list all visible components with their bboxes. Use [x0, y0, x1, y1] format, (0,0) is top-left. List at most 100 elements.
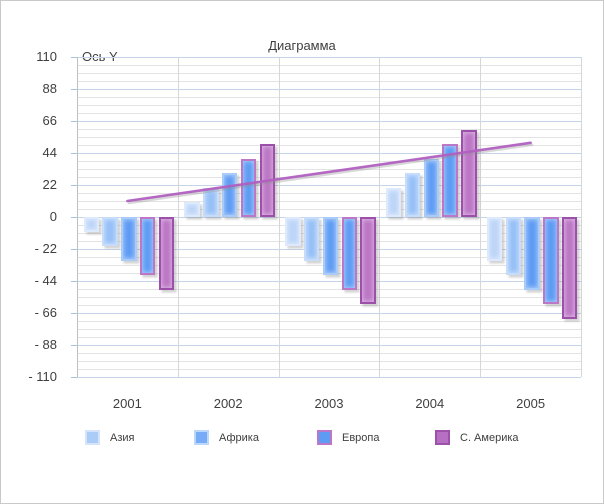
bar-series3-2002: [221, 173, 238, 217]
gridline-minor: [77, 161, 581, 162]
x-tick-label-2001: 2001: [112, 396, 142, 411]
bar-series1-2002: [184, 202, 200, 217]
gridline-vertical: [581, 57, 582, 377]
gridline-minor: [77, 289, 581, 290]
gridline-minor: [77, 369, 581, 370]
y-tick-label: - 44: [34, 273, 57, 288]
y-tick-mark: [71, 377, 77, 378]
gridline-minor: [77, 177, 581, 178]
y-tick-label: 0: [49, 209, 57, 224]
gridline-vertical: [278, 57, 280, 377]
gridline-major: [77, 313, 581, 314]
bar-series5-2003: [360, 217, 376, 305]
bar-series4-2001: [139, 217, 156, 276]
gridline-vertical: [177, 57, 179, 377]
gridline-minor: [77, 137, 581, 138]
gridline-major: [77, 89, 581, 90]
gridline-minor: [77, 353, 581, 354]
bar-series4-2005: [543, 217, 559, 305]
x-tick-label-2004: 2004: [415, 396, 445, 411]
y-tick-label: 22: [42, 177, 57, 192]
gridline-major: [77, 377, 581, 378]
bar-series4-2004: [442, 144, 458, 217]
gridline-minor: [77, 105, 581, 106]
bar-series5-2001: [158, 217, 175, 290]
y-tick-mark: [71, 281, 77, 282]
gridline-minor: [77, 321, 581, 322]
legend-label: Азия: [110, 432, 135, 444]
y-axis-line: [77, 57, 78, 377]
bar-series3-2001: [121, 217, 137, 261]
plot-area: [77, 57, 582, 378]
legend-swatch-icon: [317, 430, 332, 445]
bar-series2-2005: [505, 217, 521, 276]
gridline-minor: [77, 209, 581, 210]
bar-series4-2002: [240, 158, 257, 217]
y-tick-label: 44: [42, 145, 57, 160]
bar-series3-2005: [524, 217, 540, 290]
y-tick-label: - 110: [28, 369, 57, 384]
y-tick-mark: [71, 249, 77, 250]
gridline-minor: [77, 297, 581, 298]
gridline-minor: [77, 169, 581, 170]
gridline-minor: [77, 193, 581, 194]
gridline-minor: [77, 305, 581, 306]
gridline-vertical: [480, 57, 482, 377]
bar-series3-2003: [322, 217, 339, 276]
gridline-minor: [77, 337, 581, 338]
bar-series2-2003: [303, 217, 320, 261]
gridline-minor: [77, 361, 581, 362]
y-tick-mark: [71, 57, 77, 58]
bar-series5-2005: [561, 217, 578, 319]
y-tick-mark: [71, 121, 77, 122]
bar-series1-2004: [385, 187, 402, 217]
gridline-minor: [77, 113, 581, 114]
gridline-minor: [77, 201, 581, 202]
y-tick-mark: [71, 185, 77, 186]
y-tick-mark: [71, 153, 77, 154]
bar-series1-2001: [83, 217, 99, 232]
legend-swatch-icon: [85, 430, 100, 445]
gridline-major: [77, 57, 581, 58]
gridline-vertical: [379, 57, 381, 377]
bar-series4-2003: [341, 217, 357, 290]
gridline-major: [77, 281, 581, 282]
chart-title: Диаграмма: [268, 38, 336, 53]
legend-label: С. Америка: [460, 432, 519, 444]
bar-series3-2004: [423, 158, 439, 217]
legend-label: Африка: [219, 432, 259, 444]
trendline-shadow: [127, 143, 534, 205]
y-tick-mark: [71, 313, 77, 314]
bar-series1-2005: [486, 217, 503, 261]
gridline-major: [77, 345, 581, 346]
gridline-major: [77, 153, 581, 154]
y-axis-title: Ось Y: [82, 49, 118, 64]
gridline-major: [77, 121, 581, 122]
gridline-minor: [77, 329, 581, 330]
y-tick-mark: [71, 217, 77, 218]
y-tick-mark: [71, 345, 77, 346]
y-tick-mark: [71, 89, 77, 90]
y-tick-label: 88: [42, 81, 57, 96]
x-tick-label-2003: 2003: [314, 396, 344, 411]
y-tick-label: 66: [42, 113, 57, 128]
x-tick-label-2002: 2002: [213, 396, 243, 411]
legend-label: Европа: [342, 432, 380, 444]
legend-swatch-icon: [194, 430, 209, 445]
bar-series2-2004: [404, 173, 421, 217]
trendline-layer: [126, 141, 534, 205]
y-tick-label: - 88: [34, 337, 57, 352]
legend-swatch-icon: [435, 430, 450, 445]
bar-series2-2001: [102, 217, 118, 247]
bar-series1-2003: [285, 217, 301, 247]
y-tick-label: - 66: [34, 305, 57, 320]
gridline-minor: [77, 81, 581, 82]
trendline: [126, 141, 532, 203]
gridline-minor: [77, 97, 581, 98]
gridline-minor: [77, 145, 581, 146]
y-tick-label: 110: [36, 49, 57, 64]
gridline-major: [77, 185, 581, 186]
gridline-minor: [77, 65, 581, 66]
y-tick-label: - 22: [34, 241, 57, 256]
